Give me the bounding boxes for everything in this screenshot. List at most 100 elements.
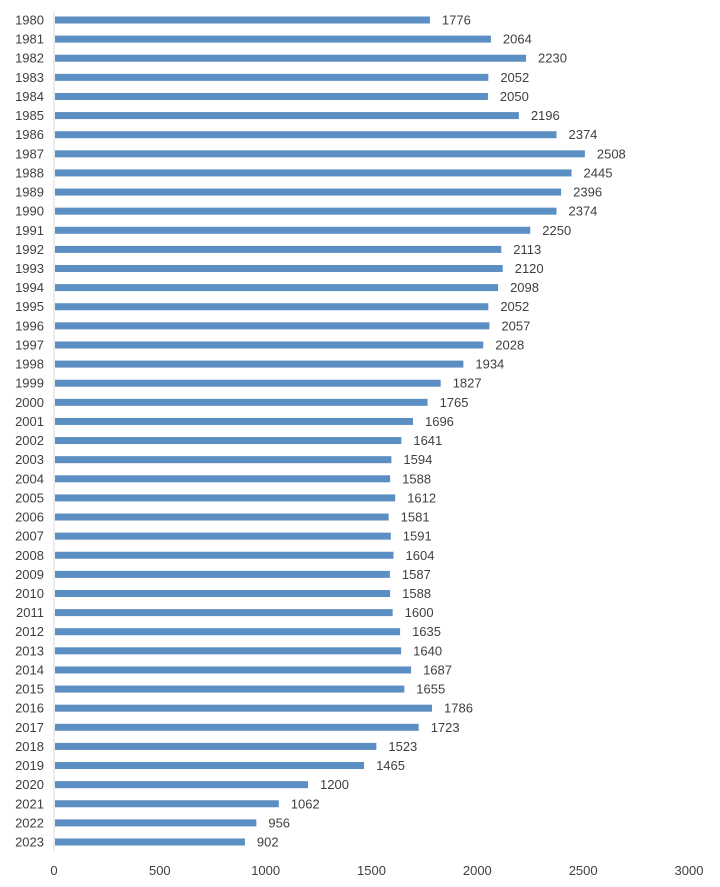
bar-1992: [55, 245, 502, 253]
bar-1988: [55, 169, 572, 177]
bar-2008: [55, 551, 394, 559]
bar-2001: [55, 417, 413, 425]
bar-1997: [55, 341, 484, 349]
data-labels: 1776206422302052205021962374250824452396…: [257, 13, 626, 850]
bar-2013: [55, 647, 402, 655]
x-tick-label: 500: [149, 863, 171, 878]
bar-1983: [55, 73, 489, 81]
bars: [55, 16, 585, 846]
y-tick-label: 1995: [15, 299, 44, 314]
bar-2021: [55, 800, 279, 808]
bar-2015: [55, 685, 405, 693]
data-label: 2028: [495, 337, 524, 352]
data-label: 2374: [568, 127, 597, 142]
y-tick-label: 2009: [15, 567, 44, 582]
data-label: 1641: [413, 433, 442, 448]
bar-2006: [55, 513, 389, 521]
data-label: 1594: [403, 452, 432, 467]
y-tick-label: 1989: [15, 185, 44, 200]
data-label: 2445: [584, 165, 613, 180]
bar-2016: [55, 704, 433, 712]
data-label: 2508: [597, 146, 626, 161]
bar-1990: [55, 207, 557, 215]
data-label: 1723: [431, 720, 460, 735]
data-label: 1523: [388, 739, 417, 754]
bar-2012: [55, 628, 401, 636]
data-label: 1655: [416, 682, 445, 697]
data-label: 2052: [500, 70, 529, 85]
bar-2019: [55, 762, 365, 770]
data-label: 1687: [423, 662, 452, 677]
x-tick-label: 2500: [569, 863, 598, 878]
y-tick-label: 1999: [15, 376, 44, 391]
bar-1995: [55, 303, 489, 311]
bar-2011: [55, 609, 393, 617]
data-label: 1604: [406, 548, 435, 563]
x-tick-label: 1000: [251, 863, 280, 878]
y-tick-label: 2006: [15, 510, 44, 525]
bar-2022: [55, 819, 257, 827]
y-tick-label: 1982: [15, 51, 44, 66]
data-label: 1827: [453, 376, 482, 391]
data-label: 2050: [500, 89, 529, 104]
data-label: 1696: [425, 414, 454, 429]
y-tick-label: 2018: [15, 739, 44, 754]
bar-2009: [55, 570, 390, 578]
y-tick-label: 1997: [15, 337, 44, 352]
bar-2010: [55, 589, 391, 597]
data-label: 1635: [412, 624, 441, 639]
bar-2018: [55, 742, 377, 750]
y-tick-label: 2012: [15, 624, 44, 639]
data-label: 1612: [407, 490, 436, 505]
bar-2014: [55, 666, 412, 674]
y-tick-label: 2001: [15, 414, 44, 429]
y-tick-label: 1988: [15, 165, 44, 180]
y-tick-label: 1994: [15, 280, 44, 295]
bar-2003: [55, 456, 392, 464]
data-label: 1776: [442, 13, 471, 28]
data-label: 2120: [515, 261, 544, 276]
bar-2002: [55, 437, 402, 445]
data-label: 956: [268, 815, 290, 830]
bar-1991: [55, 226, 531, 234]
y-tick-label: 2017: [15, 720, 44, 735]
bar-2020: [55, 781, 308, 789]
y-tick-label: 2003: [15, 452, 44, 467]
y-tick-label: 1992: [15, 242, 44, 257]
data-label: 2374: [568, 204, 597, 219]
bar-2023: [55, 838, 245, 846]
x-tick-label: 2000: [463, 863, 492, 878]
data-label: 1588: [402, 471, 431, 486]
y-tick-label: 2008: [15, 548, 44, 563]
data-label: 1587: [402, 567, 431, 582]
data-label: 1600: [405, 605, 434, 620]
data-label: 1465: [376, 758, 405, 773]
bar-1999: [55, 379, 441, 387]
bar-1984: [55, 92, 488, 100]
y-tick-label: 2020: [15, 777, 44, 792]
data-label: 2230: [538, 51, 567, 66]
data-label: 1765: [440, 395, 469, 410]
y-tick-label: 2000: [15, 395, 44, 410]
bar-1994: [55, 284, 499, 292]
bar-2004: [55, 475, 391, 483]
y-tick-labels: 1980 1981 1982 1983 1984 1985 1986 1987 1988 1989…: [15, 13, 44, 850]
y-tick-label: 1985: [15, 108, 44, 123]
y-tick-label: 1996: [15, 318, 44, 333]
x-tick-label: 1500: [357, 863, 386, 878]
y-tick-label: 1991: [15, 223, 44, 238]
bar-2007: [55, 532, 391, 540]
y-tick-label: 2013: [15, 643, 44, 658]
data-label: 1591: [403, 529, 432, 544]
y-tick-label: 2004: [15, 471, 44, 486]
bar-1998: [55, 360, 464, 368]
data-label: 2196: [531, 108, 560, 123]
bar-1993: [55, 265, 503, 273]
y-tick-label: 1990: [15, 204, 44, 219]
data-label: 2396: [573, 185, 602, 200]
x-tick-labels: 0 500 1000 1500 2000 2500 3000: [50, 863, 703, 878]
x-tick-label: 3000: [675, 863, 704, 878]
data-label: 2052: [500, 299, 529, 314]
bar-1981: [55, 35, 491, 43]
